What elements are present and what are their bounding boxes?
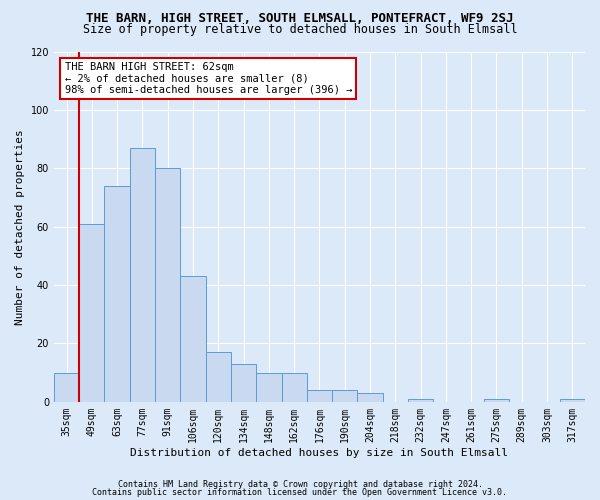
Text: Contains HM Land Registry data © Crown copyright and database right 2024.: Contains HM Land Registry data © Crown c… xyxy=(118,480,482,489)
Bar xyxy=(130,148,155,402)
Bar xyxy=(484,399,509,402)
Bar xyxy=(560,399,585,402)
Bar xyxy=(307,390,332,402)
Bar xyxy=(181,276,206,402)
Bar xyxy=(79,224,104,402)
Text: Contains public sector information licensed under the Open Government Licence v3: Contains public sector information licen… xyxy=(92,488,508,497)
Text: THE BARN, HIGH STREET, SOUTH ELMSALL, PONTEFRACT, WF9 2SJ: THE BARN, HIGH STREET, SOUTH ELMSALL, PO… xyxy=(86,12,514,26)
Bar xyxy=(231,364,256,402)
Bar xyxy=(54,372,79,402)
Text: Size of property relative to detached houses in South Elmsall: Size of property relative to detached ho… xyxy=(83,22,517,36)
Text: THE BARN HIGH STREET: 62sqm
← 2% of detached houses are smaller (8)
98% of semi-: THE BARN HIGH STREET: 62sqm ← 2% of deta… xyxy=(65,62,352,95)
Y-axis label: Number of detached properties: Number of detached properties xyxy=(15,129,25,324)
Bar xyxy=(408,399,433,402)
Bar xyxy=(104,186,130,402)
Bar xyxy=(281,372,307,402)
Bar xyxy=(358,393,383,402)
Bar xyxy=(256,372,281,402)
Bar xyxy=(155,168,181,402)
Bar xyxy=(332,390,358,402)
X-axis label: Distribution of detached houses by size in South Elmsall: Distribution of detached houses by size … xyxy=(130,448,508,458)
Bar xyxy=(206,352,231,402)
